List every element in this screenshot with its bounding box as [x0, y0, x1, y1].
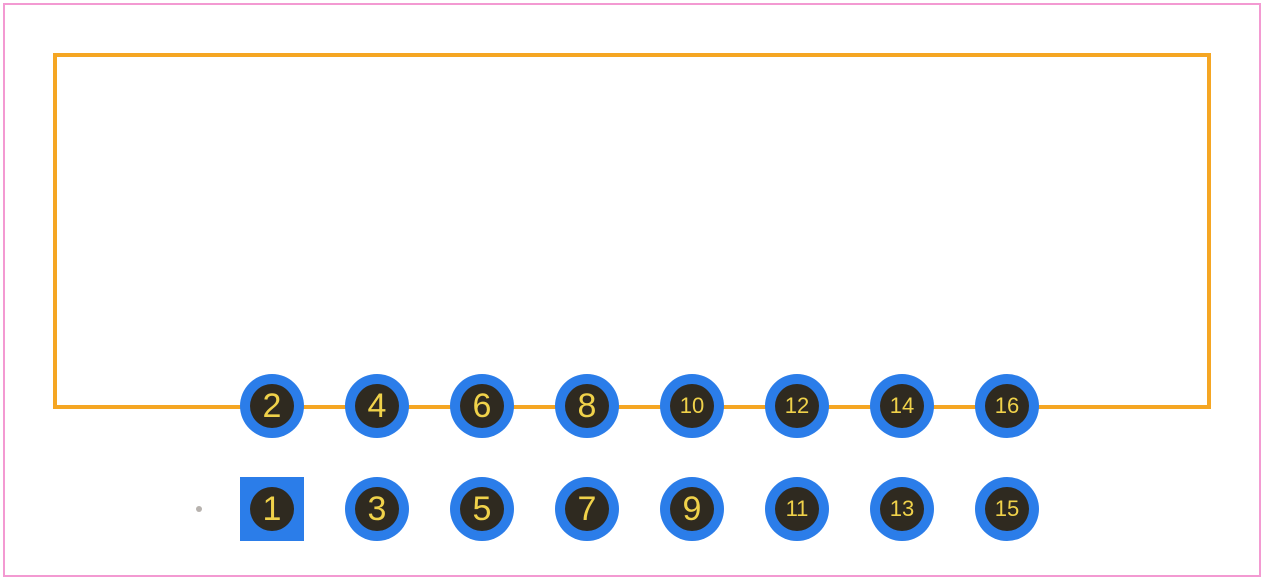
pad-label: 12 — [785, 395, 809, 417]
pad-label: 8 — [578, 389, 597, 423]
pad-hole-icon: 7 — [565, 487, 609, 531]
pad-hole-icon: 6 — [460, 384, 504, 428]
pad-label: 7 — [578, 492, 597, 526]
pad-14[interactable]: 14 — [870, 374, 934, 438]
pad-label: 1 — [263, 492, 282, 526]
pad-label: 2 — [263, 389, 282, 423]
pad-hole-icon: 14 — [880, 384, 924, 428]
pad-label: 11 — [786, 498, 809, 520]
pad-hole-icon: 15 — [985, 487, 1029, 531]
pad-label: 3 — [368, 492, 387, 526]
pad-hole-icon: 8 — [565, 384, 609, 428]
pad-1[interactable]: 1 — [240, 477, 304, 541]
pad-9[interactable]: 9 — [660, 477, 724, 541]
component-outline — [53, 53, 1211, 409]
pad-hole-icon: 1 — [250, 487, 294, 531]
pad-label: 13 — [890, 498, 914, 520]
pad-8[interactable]: 8 — [555, 374, 619, 438]
pad-hole-icon: 3 — [355, 487, 399, 531]
pad-6[interactable]: 6 — [450, 374, 514, 438]
pad-hole-icon: 5 — [460, 487, 504, 531]
pad-13[interactable]: 13 — [870, 477, 934, 541]
pad-label: 6 — [473, 389, 492, 423]
pad-10[interactable]: 10 — [660, 374, 724, 438]
pad-hole-icon: 2 — [250, 384, 294, 428]
origin-marker-icon — [196, 506, 202, 512]
pad-label: 4 — [368, 389, 387, 423]
pad-label: 16 — [995, 395, 1019, 417]
pad-label: 9 — [683, 492, 702, 526]
pad-label: 14 — [890, 395, 914, 417]
pad-3[interactable]: 3 — [345, 477, 409, 541]
pad-label: 15 — [995, 498, 1019, 520]
pad-hole-icon: 11 — [775, 487, 819, 531]
pad-7[interactable]: 7 — [555, 477, 619, 541]
pad-label: 10 — [680, 395, 704, 417]
pad-label: 5 — [473, 492, 492, 526]
pad-4[interactable]: 4 — [345, 374, 409, 438]
pad-hole-icon: 12 — [775, 384, 819, 428]
pad-16[interactable]: 16 — [975, 374, 1039, 438]
pad-hole-icon: 4 — [355, 384, 399, 428]
pad-2[interactable]: 2 — [240, 374, 304, 438]
footprint-canvas: 12345678910111213141516 — [0, 0, 1264, 580]
pad-hole-icon: 9 — [670, 487, 714, 531]
pad-15[interactable]: 15 — [975, 477, 1039, 541]
pad-5[interactable]: 5 — [450, 477, 514, 541]
pad-hole-icon: 16 — [985, 384, 1029, 428]
pad-hole-icon: 10 — [670, 384, 714, 428]
pad-hole-icon: 13 — [880, 487, 924, 531]
pad-11[interactable]: 11 — [765, 477, 829, 541]
pad-12[interactable]: 12 — [765, 374, 829, 438]
